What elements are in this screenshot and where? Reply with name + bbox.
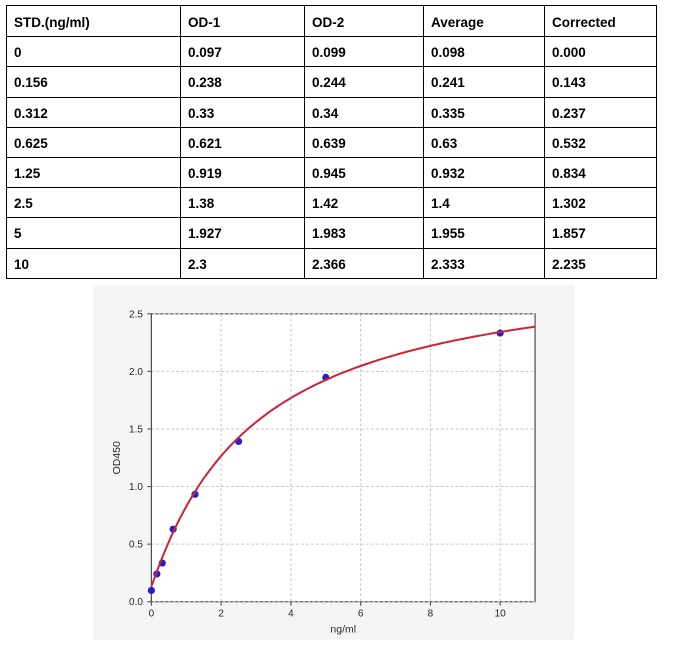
svg-text:8: 8 (428, 609, 434, 620)
svg-text:OD450: OD450 (112, 441, 123, 474)
svg-text:1.5: 1.5 (129, 424, 143, 435)
svg-text:4: 4 (288, 609, 294, 620)
svg-text:6: 6 (358, 609, 364, 620)
svg-text:2: 2 (218, 609, 224, 620)
svg-text:2.5: 2.5 (129, 309, 143, 320)
svg-text:0.5: 0.5 (129, 540, 143, 551)
svg-text:2.0: 2.0 (129, 367, 143, 378)
svg-text:ng/ml: ng/ml (330, 625, 356, 636)
svg-text:0: 0 (149, 609, 155, 620)
svg-text:10: 10 (495, 609, 507, 620)
svg-text:0.0: 0.0 (129, 597, 143, 608)
svg-text:1.0: 1.0 (129, 482, 143, 493)
